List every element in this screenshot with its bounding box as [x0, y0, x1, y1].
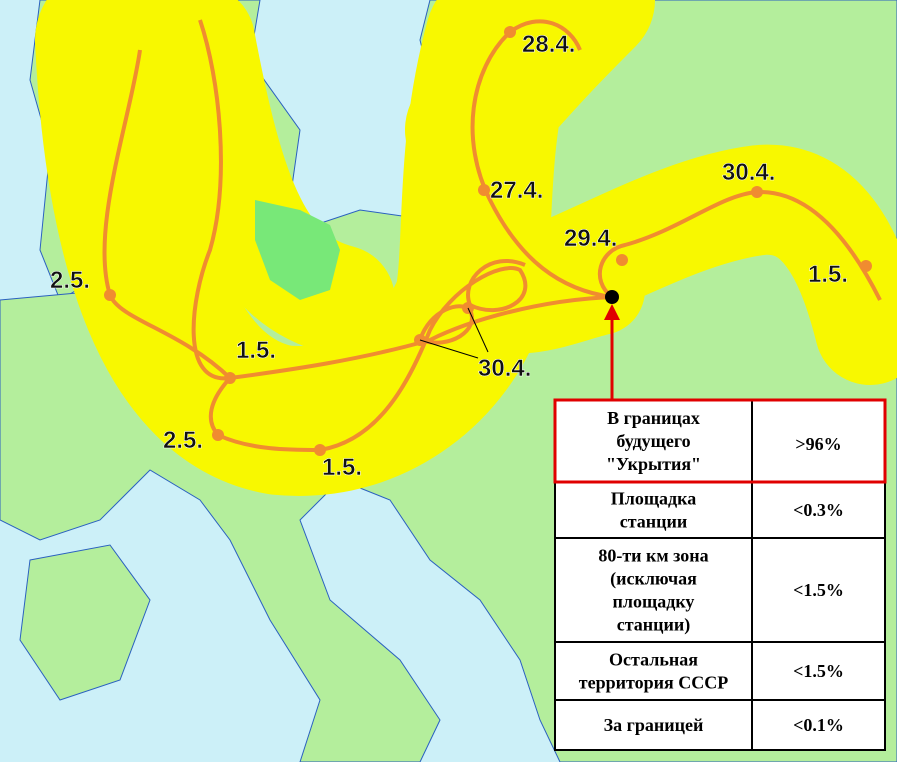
row-label: территория СССР [579, 673, 728, 693]
arrow-head [604, 304, 620, 320]
header-border [553, 398, 887, 484]
leader-lines [419, 307, 489, 359]
date-label: 2.5. [163, 427, 203, 454]
date-label: 1.5. [808, 261, 848, 288]
row-label: (исключая [610, 569, 697, 590]
chernobyl-point [605, 290, 619, 304]
table-bg [554, 399, 886, 751]
row-label: Площадка [611, 489, 697, 509]
row-label: "Укрытия" [606, 454, 701, 474]
row-value: <1.5% [793, 661, 844, 681]
row-label: станции [620, 512, 688, 532]
date-label: 1.5. [236, 337, 276, 364]
row-label: станции) [617, 615, 691, 636]
row-value: <1.5% [793, 580, 844, 600]
row-value: <0.3% [793, 500, 844, 520]
row-value: <0.1% [793, 715, 844, 735]
release-table: В границах будущего "Укрытия" >96% Площадка с… [553, 398, 887, 751]
fallout-zones [35, 0, 897, 496]
row-label: В границах [607, 408, 700, 428]
date-label: 30.4. [722, 159, 775, 186]
row-label: 80-ти км зона [598, 546, 708, 566]
date-label: 27.4. [490, 177, 543, 204]
row-label: будущего [616, 431, 690, 451]
date-labels: 28.4. 27.4. 29.4. 30.4. 1.5. 2.5. 1.5. 30.4. 2.5… [50, 31, 849, 482]
row-value: >96% [795, 434, 841, 454]
date-label: 2.5. [50, 267, 90, 294]
trajectory-points [104, 26, 872, 456]
green-region [255, 200, 340, 300]
date-label: 29.4. [564, 225, 617, 252]
row-label: За границей [604, 715, 704, 735]
date-label: 28.4. [522, 31, 575, 58]
date-label: 30.4. [478, 355, 531, 382]
row-label: площадку [613, 592, 695, 612]
date-label: 1.5. [322, 454, 362, 481]
row-label: Остальная [609, 650, 698, 670]
